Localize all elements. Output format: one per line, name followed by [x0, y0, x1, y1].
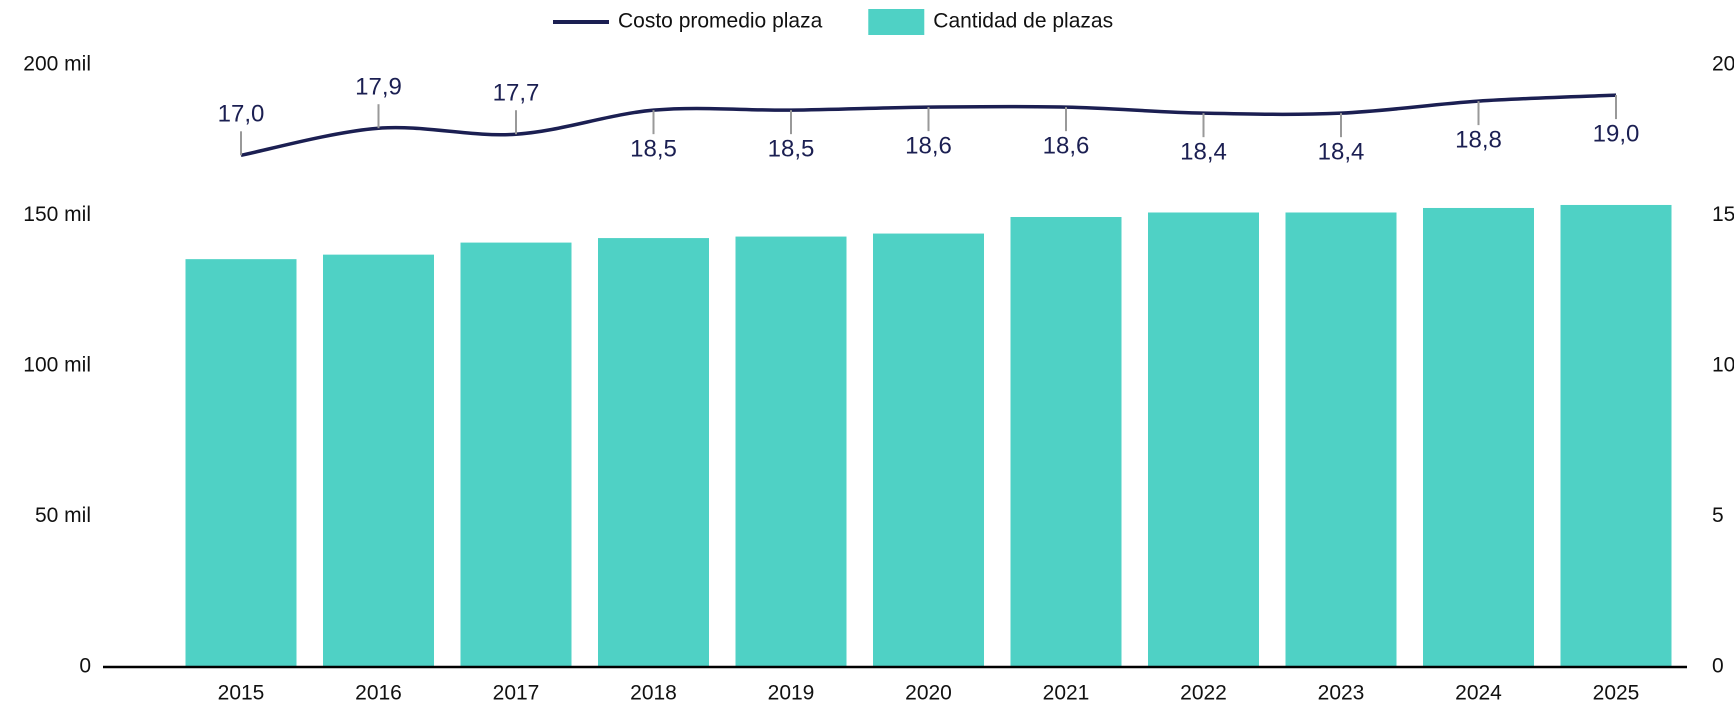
x-tick-label: 2018 [630, 682, 677, 705]
data-label: 18,4 [1180, 139, 1227, 166]
x-tick-label: 2023 [1318, 682, 1365, 705]
data-label: 18,5 [630, 135, 677, 162]
x-tick-label: 2024 [1455, 682, 1502, 705]
data-label: 18,6 [905, 132, 952, 159]
y2-tick-label: 0 [1712, 655, 1724, 678]
data-label: 18,4 [1318, 139, 1365, 166]
bar [735, 236, 847, 667]
x-tick-label: 2025 [1593, 682, 1640, 705]
x-tick-label: 2015 [218, 682, 265, 705]
y2-tick-label: 5 [1712, 504, 1724, 527]
bar [873, 233, 984, 667]
bar [323, 254, 434, 667]
x-tick-label: 2020 [905, 682, 952, 705]
bar [598, 238, 709, 667]
y-tick-label: 50 mil [35, 504, 91, 527]
y2-tick-label: 20 [1712, 53, 1734, 76]
bar [185, 259, 297, 667]
bar [1148, 212, 1259, 668]
bar [1423, 207, 1534, 667]
y-tick-label: 100 mil [23, 354, 91, 377]
data-label: 17,9 [355, 74, 402, 101]
x-tick-label: 2019 [768, 682, 815, 705]
data-label: 18,8 [1455, 126, 1502, 153]
y2-tick-label: 10 [1712, 354, 1734, 377]
y-tick-label: 200 mil [23, 53, 91, 76]
data-label: 18,5 [768, 135, 815, 162]
data-label: 18,6 [1043, 132, 1090, 159]
bar [1285, 212, 1397, 668]
x-tick-label: 2022 [1180, 682, 1227, 705]
y-tick-label: 0 [79, 655, 91, 678]
x-tick-label: 2021 [1043, 682, 1090, 705]
x-tick-label: 2017 [493, 682, 540, 705]
data-label: 17,0 [218, 101, 265, 128]
bar [460, 242, 572, 667]
y2-tick-label: 15 [1712, 203, 1734, 226]
bar [1560, 204, 1672, 667]
y-tick-label: 150 mil [23, 203, 91, 226]
legend-swatch [868, 9, 925, 35]
data-label: 19,0 [1593, 120, 1640, 147]
x-tick-label: 2016 [355, 682, 402, 705]
legend-label: Costo promedio plaza [618, 10, 823, 33]
legend-label: Cantidad de plazas [933, 10, 1113, 33]
data-label: 17,7 [493, 80, 540, 107]
bar [1010, 217, 1122, 667]
